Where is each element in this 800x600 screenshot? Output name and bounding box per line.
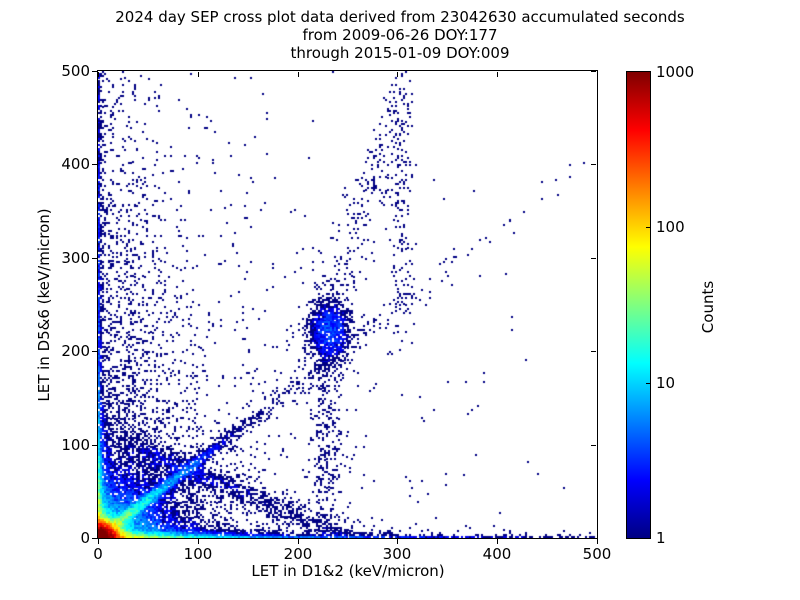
y-tick-label: 300 (61, 249, 90, 267)
x-tick-mark-top (397, 72, 398, 77)
plot-area (97, 70, 598, 539)
y-tick-mark (92, 445, 97, 446)
y-tick-label: 100 (61, 436, 90, 454)
y-tick-label: 0 (80, 529, 90, 547)
y-tick-mark-right (591, 351, 596, 352)
y-tick-label: 500 (61, 62, 90, 80)
y-tick-mark (92, 164, 97, 165)
y-tick-label: 200 (61, 342, 90, 360)
chart-title-line3: through 2015-01-09 DOY:009 (290, 44, 510, 62)
x-tick-mark (98, 539, 99, 544)
y-tick-label: 400 (61, 155, 90, 173)
colorbar (626, 71, 651, 539)
x-tick-mark-top (298, 72, 299, 77)
chart-title-line2: from 2009-06-26 DOY:177 (302, 26, 498, 44)
colorbar-gradient (627, 72, 650, 538)
x-tick-mark-top (198, 72, 199, 77)
colorbar-label: Counts (699, 280, 717, 334)
y-tick-mark (92, 71, 97, 72)
x-tick-label: 500 (582, 545, 612, 563)
y-tick-mark (92, 351, 97, 352)
x-tick-mark (298, 539, 299, 544)
x-tick-label: 300 (382, 545, 412, 563)
y-tick-mark (92, 258, 97, 259)
x-axis-label: LET in D1&2 (keV/micron) (251, 562, 445, 580)
colorbar-tick-label: 100 (656, 218, 685, 236)
x-tick-mark (497, 539, 498, 544)
colorbar-tick-label: 1 (656, 529, 666, 547)
colorbar-tick-mark (646, 227, 650, 228)
y-tick-mark (92, 538, 97, 539)
x-tick-label: 400 (482, 545, 512, 563)
x-tick-mark-top (497, 72, 498, 77)
colorbar-tick-label: 10 (656, 374, 676, 392)
colorbar-tick-mark (646, 383, 650, 384)
x-tick-label: 100 (183, 545, 213, 563)
x-tick-label: 0 (93, 545, 103, 563)
y-tick-mark-right (591, 258, 596, 259)
y-tick-mark-right (591, 538, 596, 539)
colorbar-tick-label: 1000 (656, 63, 695, 81)
x-tick-mark-top (597, 72, 598, 77)
y-tick-mark-right (591, 164, 596, 165)
x-tick-label: 200 (283, 545, 313, 563)
chart-title-line1: 2024 day SEP cross plot data derived fro… (115, 8, 685, 26)
x-tick-mark (198, 539, 199, 544)
x-tick-mark-top (98, 72, 99, 77)
y-axis-label: LET in D5&6 (keV/micron) (35, 208, 53, 402)
x-tick-mark (397, 539, 398, 544)
y-tick-mark-right (591, 445, 596, 446)
x-tick-mark (597, 539, 598, 544)
heatmap-canvas (98, 71, 597, 538)
y-tick-mark-right (591, 71, 596, 72)
